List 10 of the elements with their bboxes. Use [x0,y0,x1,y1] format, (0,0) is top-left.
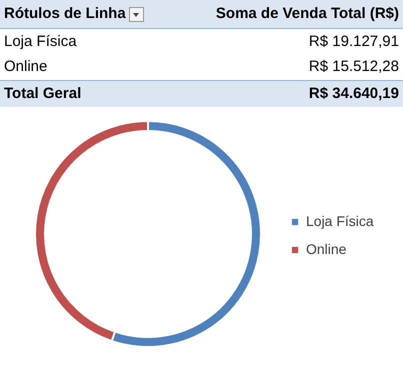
text: Loja Física [3,32,78,52]
text: R$ 15.512,28 [308,57,400,78]
legend-label: Loja Física [306,213,374,229]
text: Total Geral [0,80,176,107]
text: R$ 34.640,19 [176,80,403,107]
text: Rótulos de Linha [0,0,176,28]
text: Soma de Venda Total (R$) [176,0,403,28]
text: R$ 19.127,91 [308,32,400,52]
text: Online [3,57,48,78]
legend-label: Online [306,241,347,257]
